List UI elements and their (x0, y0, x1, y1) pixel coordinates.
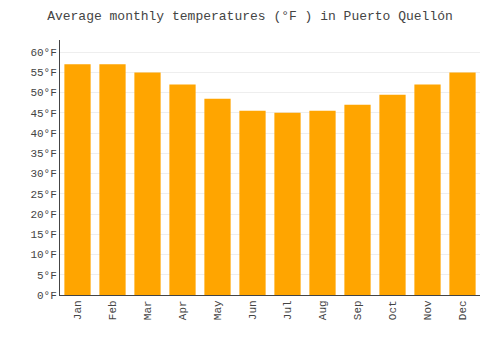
svg-text:Oct: Oct (387, 300, 399, 320)
svg-text:5°F: 5°F (37, 270, 57, 282)
svg-text:Apr: Apr (177, 300, 189, 320)
svg-text:45°F: 45°F (30, 108, 56, 120)
svg-text:Mar: Mar (142, 300, 154, 320)
svg-text:10°F: 10°F (30, 249, 56, 261)
svg-text:Jul: Jul (282, 300, 294, 320)
svg-text:Sep: Sep (352, 300, 364, 320)
svg-text:40°F: 40°F (30, 128, 56, 140)
svg-text:May: May (212, 300, 224, 320)
svg-text:25°F: 25°F (30, 189, 56, 201)
svg-text:Feb: Feb (107, 300, 119, 320)
svg-text:Jun: Jun (247, 300, 259, 320)
svg-text:30°F: 30°F (30, 168, 56, 180)
svg-text:50°F: 50°F (30, 87, 56, 99)
svg-text:Dec: Dec (457, 300, 469, 320)
svg-text:Nov: Nov (422, 300, 434, 320)
svg-text:Average monthly temperatures (: Average monthly temperatures (°F ) in Pu… (47, 9, 453, 24)
svg-text:Jan: Jan (72, 300, 84, 320)
svg-text:0°F: 0°F (37, 290, 57, 302)
svg-text:20°F: 20°F (30, 209, 56, 221)
svg-text:15°F: 15°F (30, 229, 56, 241)
svg-text:55°F: 55°F (30, 67, 56, 79)
svg-text:60°F: 60°F (30, 47, 56, 59)
svg-text:35°F: 35°F (30, 148, 56, 160)
svg-text:Aug: Aug (317, 300, 329, 320)
